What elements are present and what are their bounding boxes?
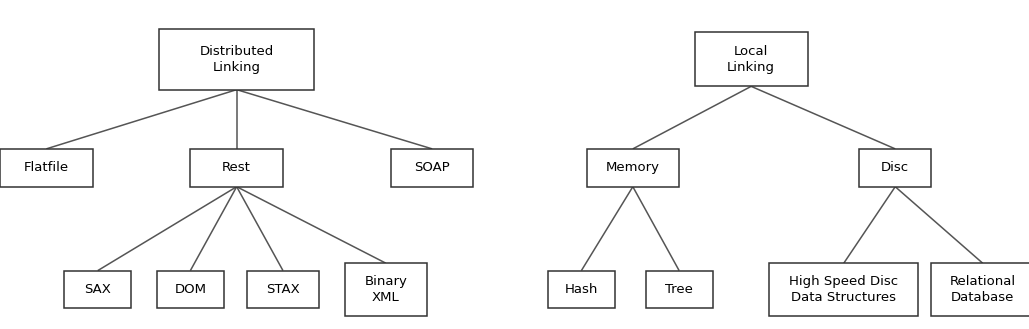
FancyBboxPatch shape	[345, 263, 427, 316]
FancyBboxPatch shape	[159, 29, 314, 90]
Text: Hash: Hash	[565, 283, 598, 296]
FancyBboxPatch shape	[391, 149, 473, 187]
Text: SAX: SAX	[84, 283, 111, 296]
Text: Memory: Memory	[606, 161, 660, 174]
FancyBboxPatch shape	[587, 149, 679, 187]
Text: Relational
Database: Relational Database	[950, 275, 1016, 304]
Text: Tree: Tree	[665, 283, 694, 296]
Text: Rest: Rest	[222, 161, 251, 174]
Text: Local
Linking: Local Linking	[728, 45, 775, 74]
Text: Flatfile: Flatfile	[24, 161, 69, 174]
FancyBboxPatch shape	[247, 270, 319, 309]
FancyBboxPatch shape	[0, 149, 93, 187]
Text: SOAP: SOAP	[415, 161, 450, 174]
FancyBboxPatch shape	[64, 270, 131, 309]
FancyBboxPatch shape	[769, 263, 918, 316]
FancyBboxPatch shape	[547, 270, 614, 309]
Text: Binary
XML: Binary XML	[364, 275, 407, 304]
FancyBboxPatch shape	[859, 149, 931, 187]
FancyBboxPatch shape	[931, 263, 1029, 316]
Text: DOM: DOM	[174, 283, 207, 296]
FancyBboxPatch shape	[190, 149, 283, 187]
Text: High Speed Disc
Data Structures: High Speed Disc Data Structures	[789, 275, 898, 304]
FancyBboxPatch shape	[156, 270, 224, 309]
Text: Distributed
Linking: Distributed Linking	[200, 45, 274, 74]
Text: Disc: Disc	[881, 161, 910, 174]
FancyBboxPatch shape	[646, 270, 712, 309]
FancyBboxPatch shape	[695, 32, 808, 87]
Text: STAX: STAX	[267, 283, 299, 296]
